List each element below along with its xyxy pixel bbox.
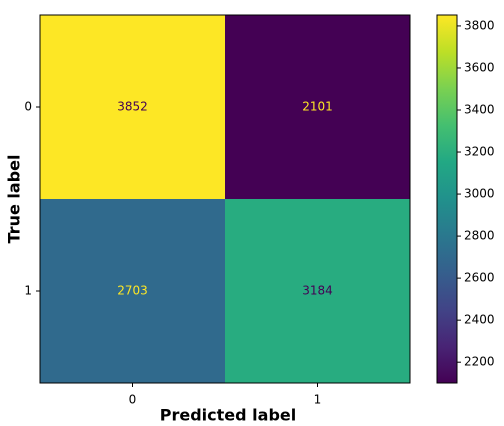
x-axis-label: Predicted label bbox=[160, 406, 296, 425]
colorbar-tick-label: 3600 bbox=[464, 60, 495, 74]
cell bbox=[225, 199, 410, 383]
cell-label: 3184 bbox=[302, 284, 333, 298]
colorbar-tick-label: 2600 bbox=[464, 271, 495, 285]
y-tick-label: 1 bbox=[24, 284, 32, 298]
colorbar-tick-label: 2400 bbox=[464, 313, 495, 327]
cell-label: 3852 bbox=[117, 100, 148, 114]
y-axis-label: True label bbox=[5, 155, 24, 244]
plot-frame bbox=[39, 14, 411, 384]
cell bbox=[40, 199, 225, 383]
cell-label: 2101 bbox=[302, 100, 333, 114]
colorbar-tick-label: 2200 bbox=[464, 355, 495, 369]
colorbar bbox=[436, 14, 458, 384]
y-tick-label: 0 bbox=[24, 100, 32, 114]
colorbar-tick-label: 3800 bbox=[464, 18, 495, 32]
cell bbox=[40, 15, 225, 199]
cell bbox=[225, 15, 410, 199]
x-tick-label: 0 bbox=[129, 393, 137, 407]
colorbar-tick-label: 2800 bbox=[464, 229, 495, 243]
colorbar-tick-label: 3400 bbox=[464, 102, 495, 116]
colorbar-tick-label: 3200 bbox=[464, 145, 495, 159]
x-tick-label: 1 bbox=[314, 393, 322, 407]
cell-label: 2703 bbox=[117, 284, 148, 298]
colorbar-tick-label: 3000 bbox=[464, 187, 495, 201]
